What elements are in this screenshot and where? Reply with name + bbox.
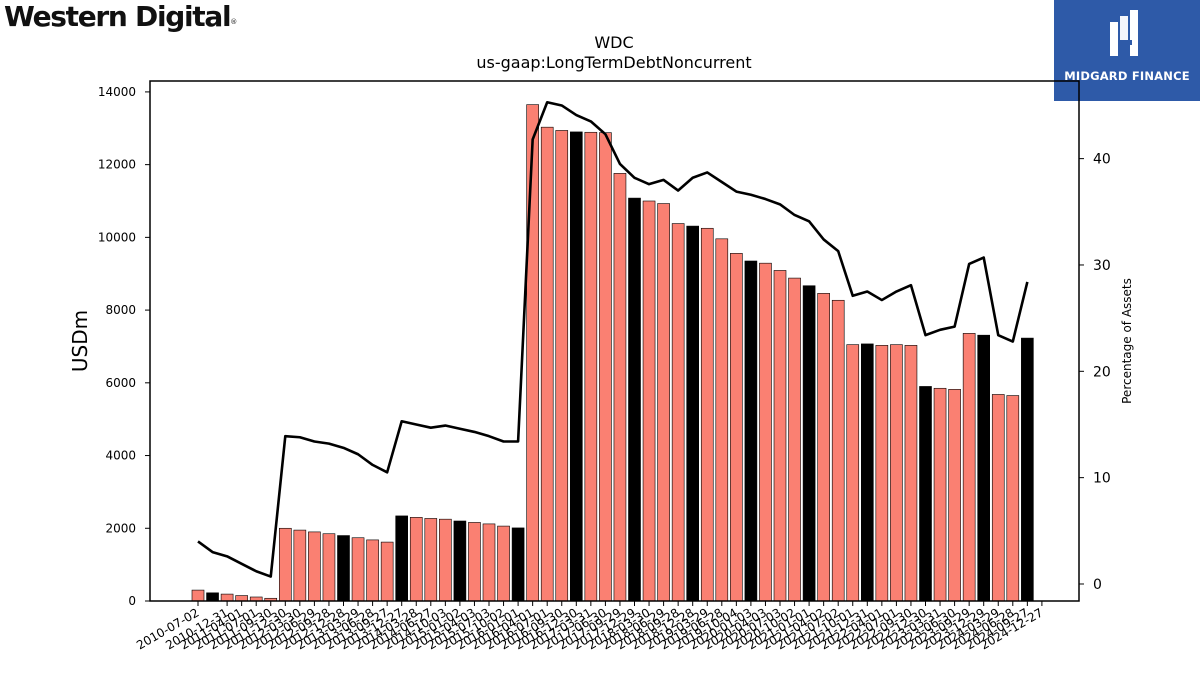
y-axis-right: 0 10 20 30 40 (1079, 152, 1111, 593)
y-axis-label: USDm (68, 310, 92, 372)
bar-2017-12-29 (628, 197, 641, 602)
bar-2016-07-01 (540, 126, 554, 602)
bar-2019-10-04 (730, 253, 743, 602)
bar-2016-09-30 (555, 130, 569, 602)
chart-title: WDC (594, 33, 633, 52)
bar-2010-12-31 (220, 593, 234, 602)
bar-2020-04-03 (759, 262, 772, 602)
bar-2020-01-03 (744, 260, 758, 602)
bar-2012-06-29 (308, 531, 321, 602)
midgard-brand-name: MIDGARD FINANCE (1064, 69, 1190, 83)
bar-2019-06-28 (715, 238, 729, 602)
bar-2018-12-28 (686, 225, 700, 602)
bar-2023-06-30 (948, 389, 961, 602)
bar-2016-12-30 (569, 131, 583, 602)
bar-2017-03-31 (584, 131, 598, 602)
y-tick-label: 6000 (105, 376, 136, 390)
bar-2015-10-02 (497, 525, 510, 602)
bar-2015-04-03 (468, 522, 481, 602)
y-tick-label: 8000 (105, 303, 136, 317)
bar-2016-04-01 (526, 104, 539, 602)
bar-2022-12-30 (919, 386, 932, 602)
bar-2023-03-31 (933, 387, 947, 602)
bar-2023-12-29 (977, 334, 991, 602)
y-tick-label: 12000 (98, 158, 136, 172)
y-tick-label: 0 (128, 594, 136, 608)
y-axis-left: 0 2000 4000 6000 8000 10000 12000 14000 (98, 85, 150, 608)
bar-2021-01-01 (802, 285, 816, 602)
bar-2015-07-03 (482, 523, 496, 602)
bar-2020-10-02 (788, 277, 801, 602)
bar-2022-09-30 (904, 345, 918, 602)
bar-2011-04-01 (235, 595, 248, 602)
y2-tick-label: 0 (1093, 577, 1102, 593)
bar-2021-07-02 (831, 299, 845, 602)
bar-2017-06-30 (599, 132, 612, 602)
y-tick-label: 14000 (98, 85, 136, 99)
bar-2018-06-29 (657, 203, 670, 602)
bar-2022-07-01 (890, 344, 903, 602)
midgard-emblem-icon (1110, 10, 1138, 56)
bar-2014-10-03 (439, 518, 452, 602)
bar-2013-06-28 (366, 539, 379, 602)
bar-2013-09-27 (380, 541, 394, 602)
bar-2021-12-31 (860, 343, 874, 602)
bar-2021-04-02 (817, 293, 830, 602)
chart-subtitle: us-gaap:LongTermDebtNoncurrent (476, 53, 751, 72)
bar-2010-07-02 (191, 589, 205, 602)
bar-2013-03-29 (351, 537, 365, 602)
y2-axis-label: Percentage of Assets (1120, 278, 1134, 404)
y2-tick-label: 10 (1093, 471, 1111, 487)
y2-tick-label: 40 (1093, 152, 1111, 168)
y-tick-label: 10000 (98, 230, 136, 244)
bar-series (191, 104, 1034, 602)
y2-tick-label: 30 (1093, 258, 1111, 274)
bar-2011-12-30 (278, 527, 292, 602)
bar-2014-06-27 (424, 518, 438, 602)
bar-2013-12-27 (395, 515, 409, 602)
bar-2017-09-29 (613, 173, 627, 602)
bar-2019-03-29 (700, 227, 714, 602)
y2-tick-label: 20 (1093, 364, 1111, 380)
bar-2022-04-01 (875, 345, 889, 602)
western-digital-logo: Western Digital® (4, 0, 238, 33)
bar-2016-01-01 (511, 527, 525, 602)
y-tick-label: 4000 (105, 449, 136, 463)
bar-2012-03-30 (293, 529, 307, 602)
plot-frame (149, 80, 1080, 602)
percentage-line (197, 100, 1029, 578)
y-tick-label: 2000 (105, 521, 136, 535)
bar-2018-09-28 (671, 223, 685, 602)
line-series (197, 100, 1029, 578)
bar-2024-06-28 (1006, 395, 1020, 602)
bar-2012-09-28 (322, 533, 336, 602)
bar-2020-07-03 (773, 270, 787, 602)
x-axis: 2010-07-022010-12-312011-04-012011-07-01… (134, 601, 1045, 652)
bar-2024-03-29 (991, 394, 1005, 602)
bar-2010-10-01 (206, 592, 219, 602)
bar-2012-12-28 (337, 535, 350, 602)
bar-2018-03-30 (642, 200, 656, 602)
bar-2021-10-01 (846, 344, 860, 602)
bar-2015-01-02 (453, 520, 467, 602)
bar-2023-09-29 (962, 333, 976, 602)
bar-2024-09-27 (1021, 337, 1034, 602)
bar-2014-03-28 (409, 517, 423, 602)
